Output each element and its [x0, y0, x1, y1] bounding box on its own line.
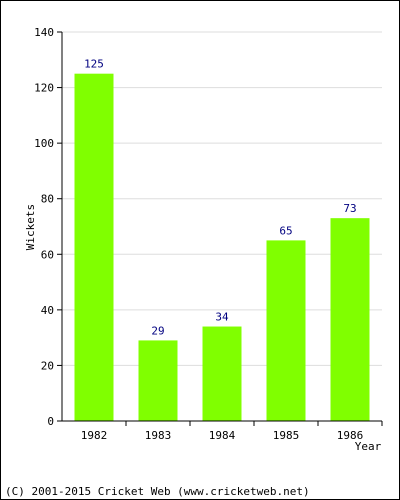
y-tick-label: 100	[34, 137, 54, 150]
bar-value-label: 125	[84, 58, 104, 71]
x-tick-label: 1985	[273, 429, 300, 442]
x-tick-label: 1986	[337, 429, 364, 442]
y-tick-label: 0	[47, 415, 54, 428]
bar-value-label: 29	[151, 324, 164, 337]
gridlines	[62, 31, 382, 366]
y-tick-label: 20	[41, 359, 54, 372]
x-tick-label: 1983	[145, 429, 172, 442]
bars	[74, 73, 370, 421]
y-tick-label: 80	[41, 193, 54, 206]
bar-value-label: 73	[343, 202, 356, 215]
labels: 0 20 40 60 80 100 120 140 125 1982 29 1983 34 1984 65 1…	[34, 26, 363, 442]
copyright-footer: (C) 2001-2015 Cricket Web (www.cricketwe…	[5, 485, 310, 498]
bar-1986	[330, 218, 370, 421]
bar-1985	[266, 240, 306, 421]
x-tick-label: 1984	[209, 429, 236, 442]
y-axis-title: Wickets	[24, 204, 37, 250]
bar-1984	[202, 326, 242, 421]
axes	[57, 31, 383, 426]
y-tick-label: 60	[41, 248, 54, 261]
x-axis-title: Year	[355, 440, 382, 453]
bar-1982	[74, 73, 114, 421]
y-tick-label: 120	[34, 82, 54, 95]
y-tick-label: 140	[34, 26, 54, 39]
y-tick-label: 40	[41, 304, 54, 317]
bar-value-label: 65	[279, 224, 292, 237]
x-tick-label: 1982	[81, 429, 108, 442]
bar-1983	[138, 340, 178, 421]
bar-value-label: 34	[215, 311, 229, 324]
